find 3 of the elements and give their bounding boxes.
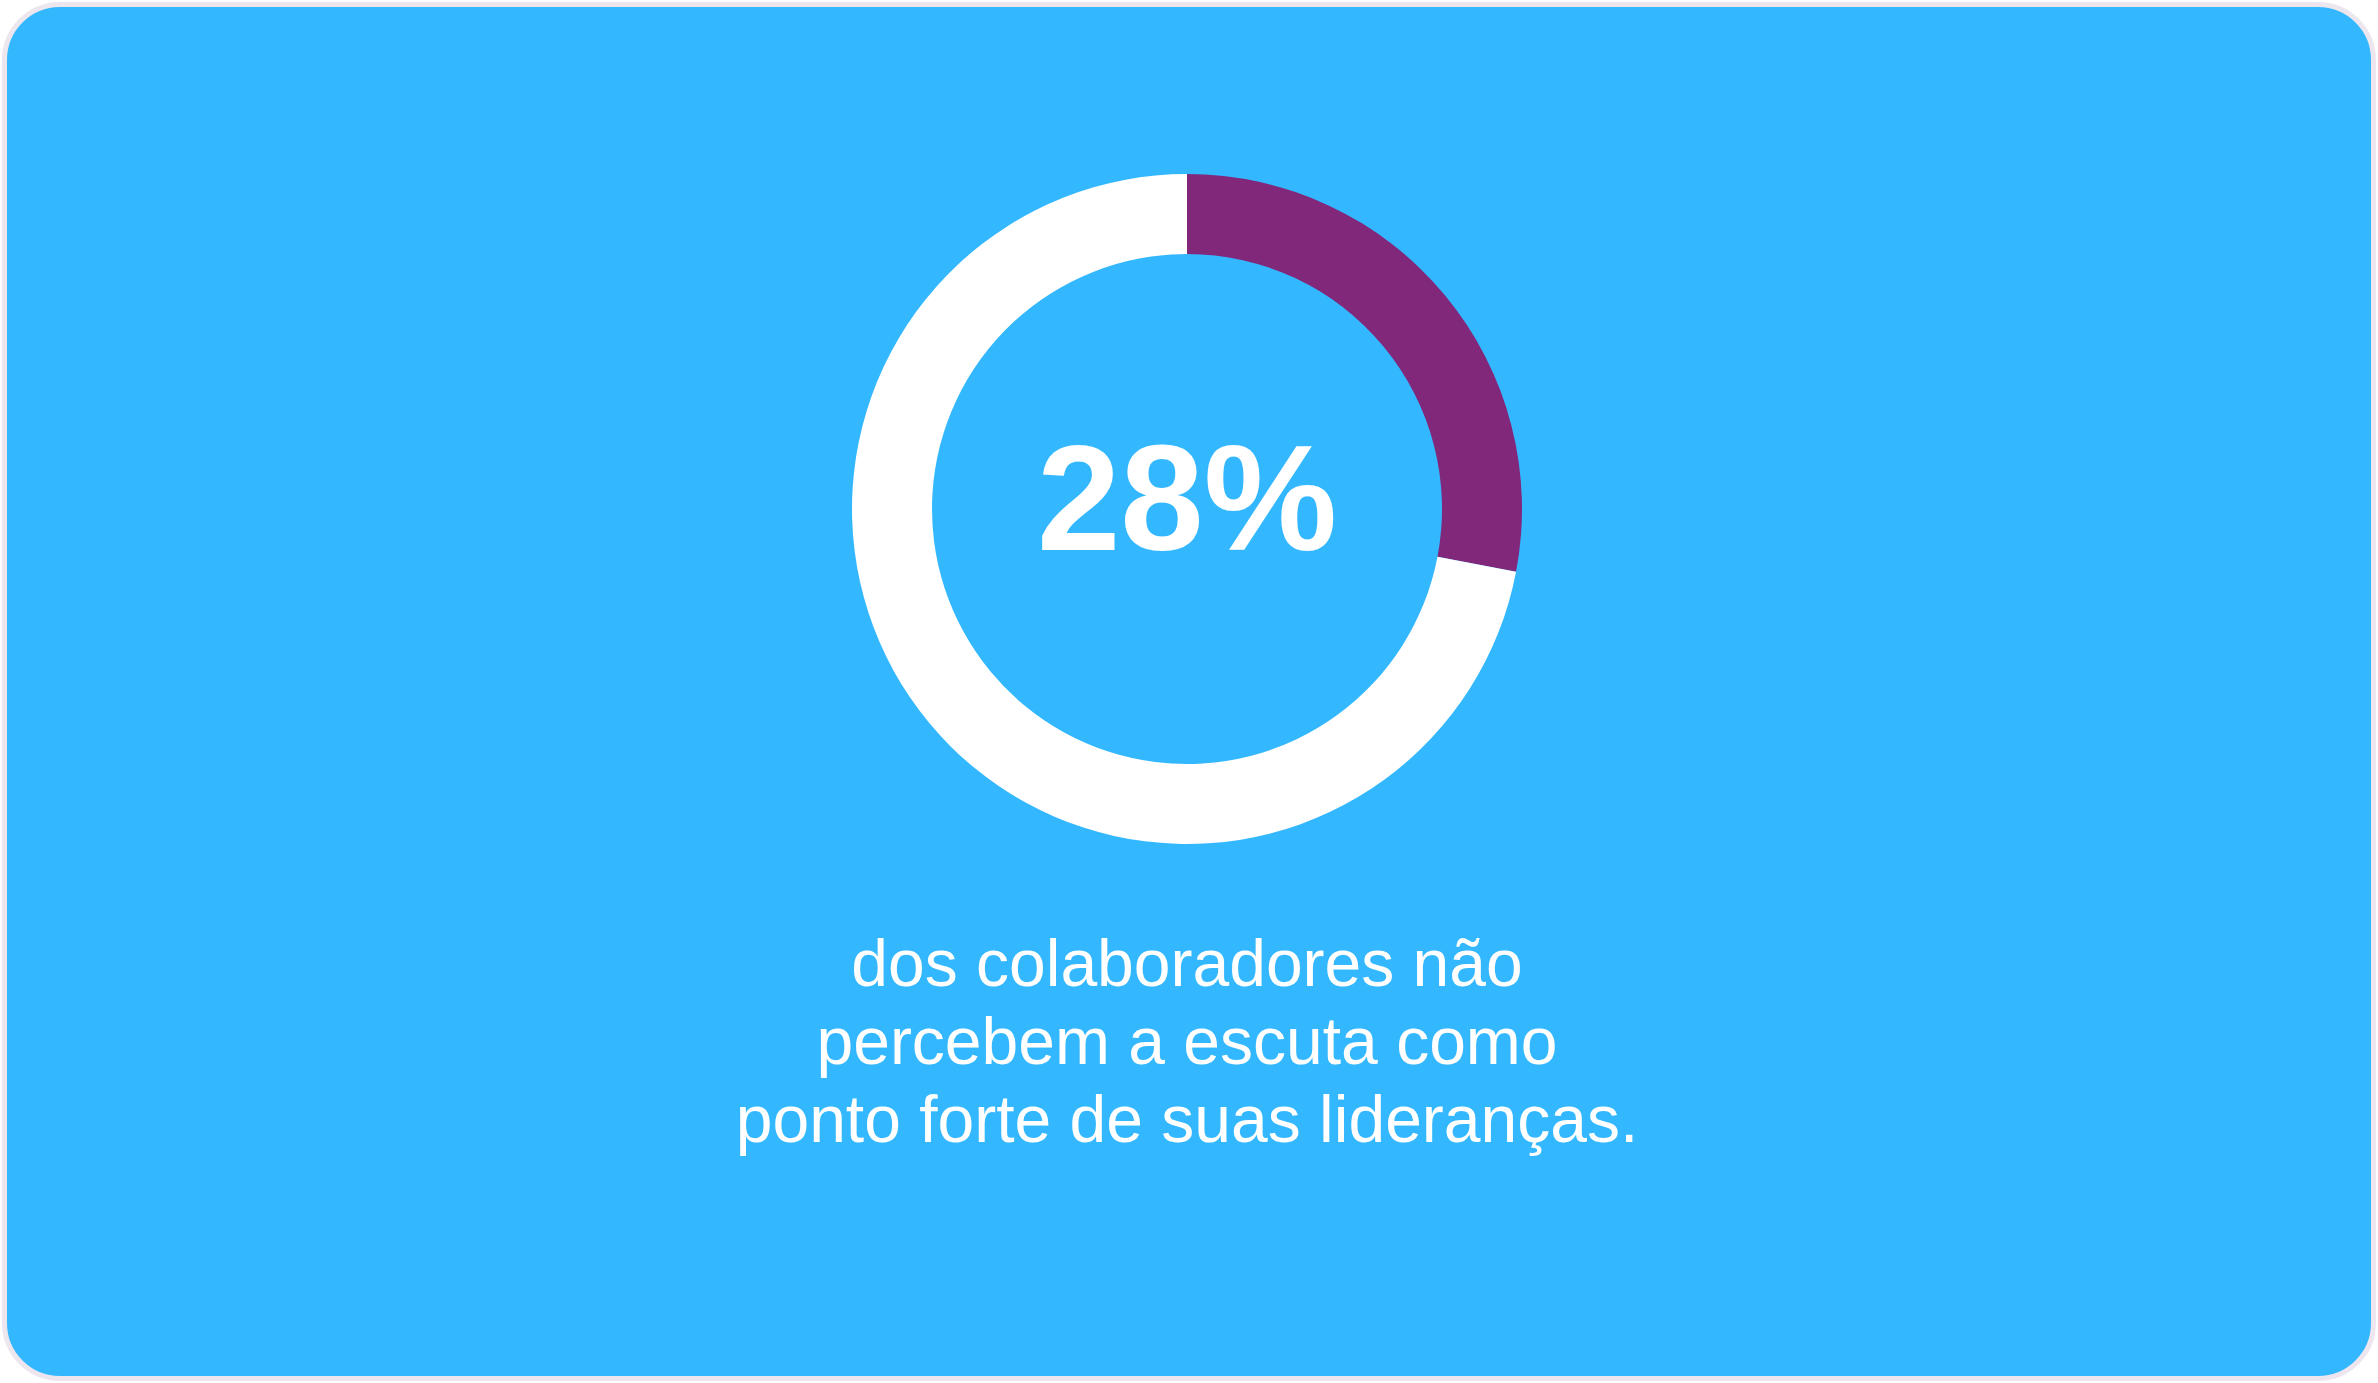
text: 28% [1036,414,1338,582]
text: dos colaboradores não percebem a escuta como ponto forte de suas lideranças. [735,926,1639,1156]
donut-slice [852,174,1517,844]
